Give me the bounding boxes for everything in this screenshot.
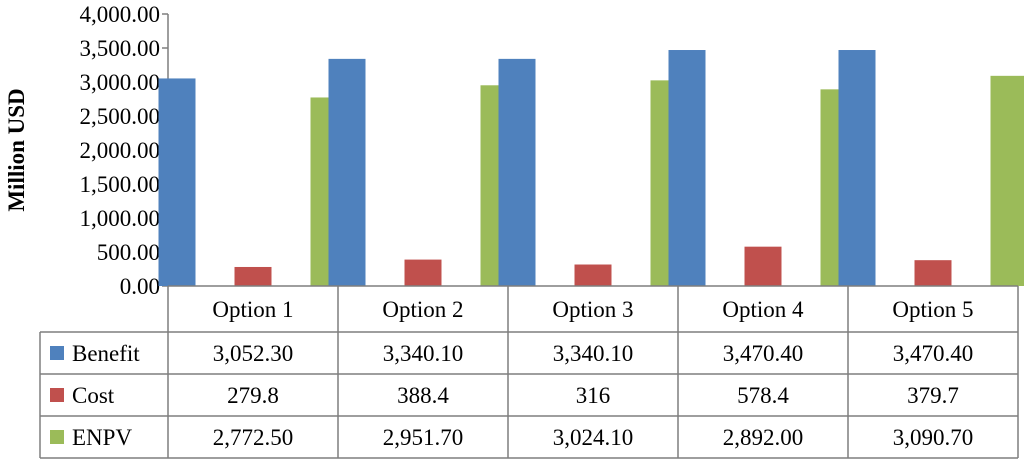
legend-label-enpv: ENPV <box>72 425 132 450</box>
y-axis: 0.00 500.00 1,000.00 1,500.00 2,000.00 2,500.… <box>80 2 169 299</box>
y-tick-label: 2,500.00 <box>80 104 161 129</box>
y-tick-label: 1,000.00 <box>80 206 161 231</box>
data-label-enpv: 2,772.50 <box>213 425 294 450</box>
data-label-cost: 316 <box>576 383 611 408</box>
bar-cost-4 <box>744 246 782 286</box>
bar-cost-2 <box>404 259 442 286</box>
legend-key-cost <box>50 388 64 402</box>
data-label-benefit: 3,340.10 <box>383 341 464 366</box>
bars <box>158 50 1024 287</box>
bar-cost-1 <box>234 266 272 286</box>
data-label-benefit: 3,052.30 <box>213 341 294 366</box>
category-label: Option 3 <box>552 297 633 322</box>
bar-benefit-5 <box>838 50 876 286</box>
y-tick-label: 2,000.00 <box>80 138 161 163</box>
bar-benefit-4 <box>668 50 706 286</box>
data-label-benefit: 3,470.40 <box>893 341 974 366</box>
data-label-cost: 388.4 <box>397 383 449 408</box>
y-tick-label: 4,000.00 <box>80 2 161 27</box>
bar-enpv-5 <box>990 75 1024 286</box>
y-axis-label: Million USD <box>4 88 29 211</box>
data-label-benefit: 3,340.10 <box>553 341 634 366</box>
data-label-enpv: 3,024.10 <box>553 425 634 450</box>
data-label-cost: 379.7 <box>907 383 959 408</box>
y-tick-label: 3,000.00 <box>80 70 161 95</box>
data-table: Option 1 Option 2 Option 3 Option 4 Option 5… <box>39 285 1019 459</box>
legend-key-enpv <box>50 430 64 444</box>
legend-label-benefit: Benefit <box>72 341 140 366</box>
legend-key-benefit <box>50 346 64 360</box>
bar-cost-5 <box>914 260 952 286</box>
bar-benefit-3 <box>498 58 536 286</box>
category-label: Option 5 <box>892 297 973 322</box>
data-label-cost: 279.8 <box>227 383 279 408</box>
bar-benefit-2 <box>328 58 366 286</box>
y-tick-label: 0.00 <box>120 274 160 299</box>
category-label: Option 2 <box>382 297 463 322</box>
y-tick-label: 3,500.00 <box>80 36 161 61</box>
bar-cost-3 <box>574 264 612 286</box>
category-label: Option 1 <box>212 297 293 322</box>
bar-benefit-1 <box>158 78 196 286</box>
data-label-benefit: 3,470.40 <box>723 341 804 366</box>
data-label-enpv: 2,892.00 <box>723 425 804 450</box>
y-tick-label: 500.00 <box>97 240 160 265</box>
y-tick-label: 1,500.00 <box>80 172 161 197</box>
legend-label-cost: Cost <box>72 383 115 408</box>
data-label-enpv: 2,951.70 <box>383 425 464 450</box>
data-label-cost: 578.4 <box>737 383 789 408</box>
data-label-enpv: 3,090.70 <box>893 425 974 450</box>
category-label: Option 4 <box>722 297 804 322</box>
